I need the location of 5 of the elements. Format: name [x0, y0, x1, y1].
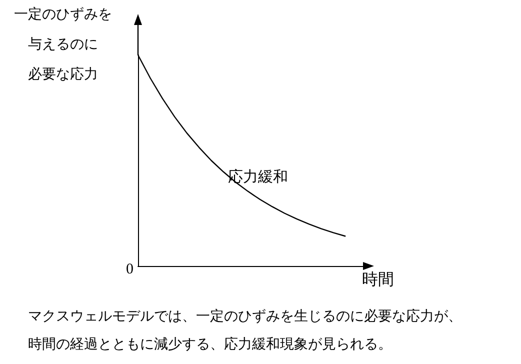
- text: 0: [126, 262, 134, 278]
- x-axis-title: 時間: [362, 270, 394, 288]
- text: マクスウェルモデルでは、一定のひずみを生じるのに必要な応力が、: [28, 308, 462, 324]
- y-axis-title: 一定のひずみを与えるのに必要な応力: [14, 6, 112, 82]
- text: 時間の経過とともに減少する、応力緩和現象が見られる。: [28, 336, 392, 352]
